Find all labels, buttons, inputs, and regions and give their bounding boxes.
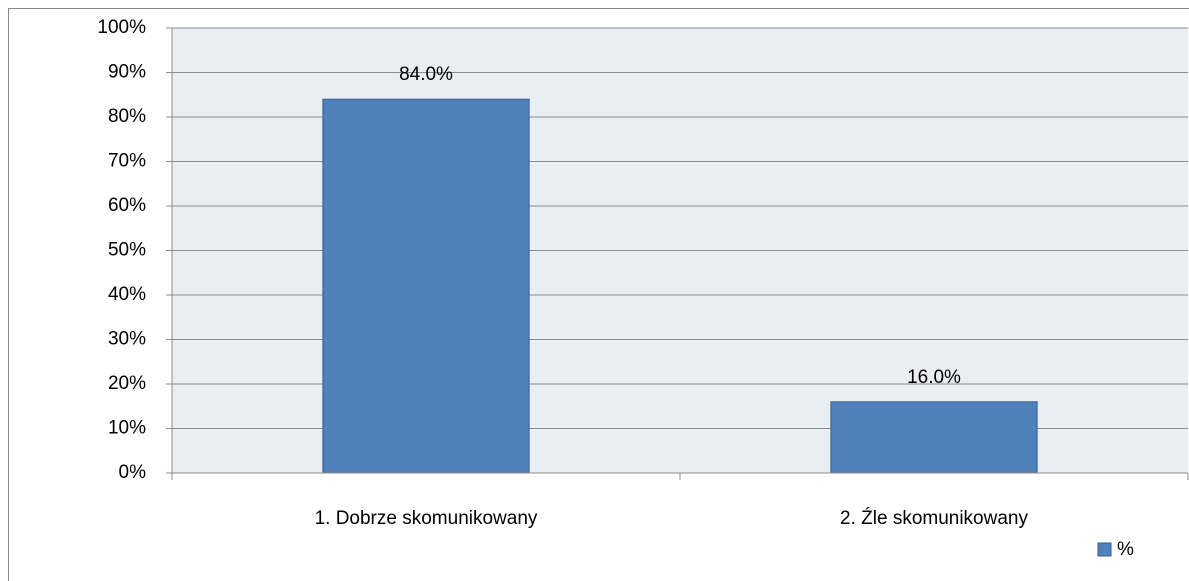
y-tick-label: 60% — [108, 195, 146, 216]
y-tick-label: 40% — [108, 284, 146, 305]
legend-swatch — [1097, 542, 1112, 557]
y-tick-label: 90% — [108, 62, 146, 83]
value-label: 84.0% — [399, 64, 453, 85]
bar — [322, 98, 530, 474]
y-tick-label: 80% — [108, 106, 146, 127]
y-tick-label: 20% — [108, 373, 146, 394]
bar — [830, 401, 1038, 474]
y-tick-label: 50% — [108, 240, 146, 261]
y-tick-label: 70% — [108, 151, 146, 172]
y-tick-label: 30% — [108, 329, 146, 350]
y-tick-label: 0% — [119, 462, 147, 483]
y-tick-label: 10% — [108, 418, 146, 439]
value-label: 16.0% — [907, 367, 961, 388]
x-tick-label: 1. Dobrze skomunikowany — [315, 508, 538, 529]
y-tick-label: 100% — [97, 17, 146, 38]
legend-label: % — [1117, 539, 1134, 560]
x-tick-label: 2. Źle skomunikowany — [840, 508, 1028, 529]
